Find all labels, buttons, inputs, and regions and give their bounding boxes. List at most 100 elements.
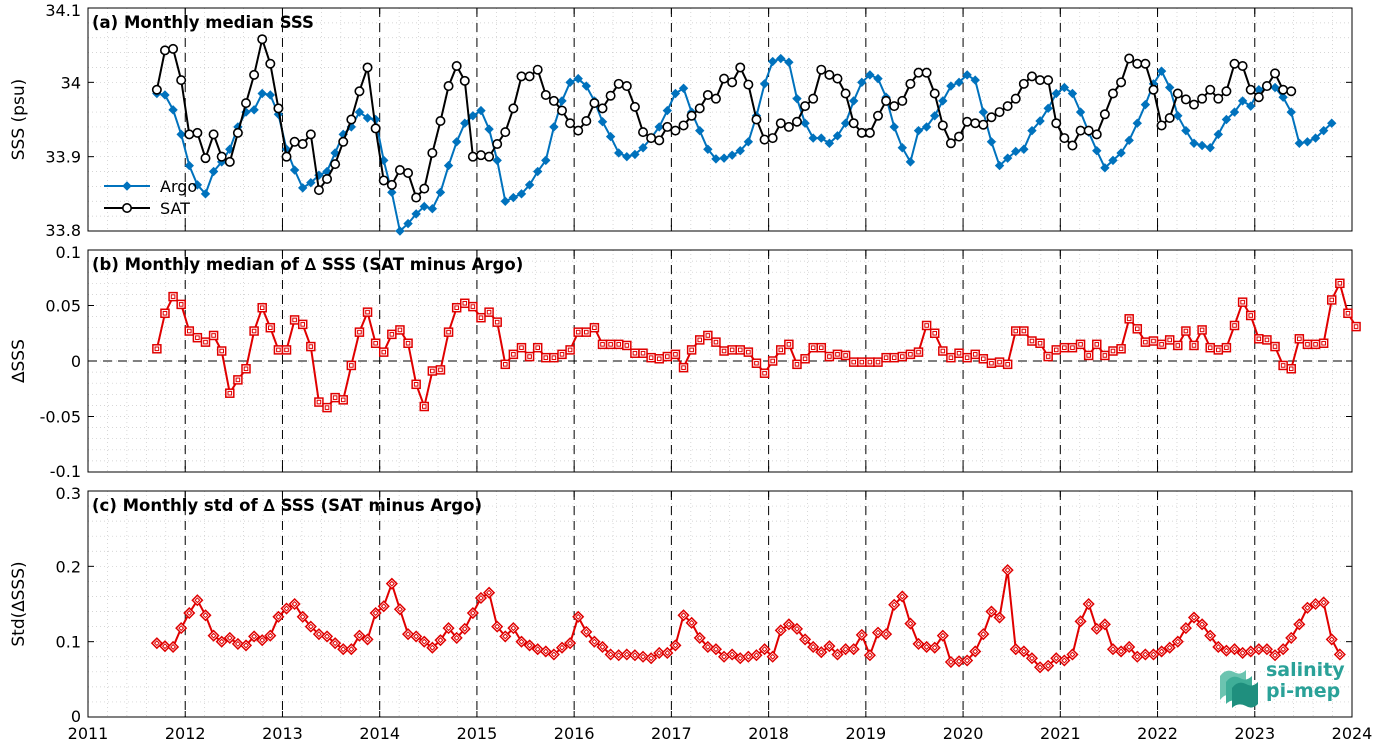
data-point <box>427 366 438 376</box>
data-point <box>370 338 381 348</box>
data-point <box>191 594 204 607</box>
data-point <box>994 160 1005 171</box>
data-point <box>1124 135 1134 146</box>
data-point <box>224 156 235 167</box>
data-point <box>799 633 812 646</box>
data-point <box>994 107 1005 118</box>
data-point <box>1002 359 1013 370</box>
data-point <box>1213 93 1224 104</box>
data-point <box>1043 75 1054 86</box>
data-point <box>1260 643 1273 656</box>
data-point <box>847 643 860 656</box>
data-point <box>978 354 989 364</box>
data-point <box>443 81 454 92</box>
data-point <box>670 349 681 360</box>
y-tick-label: 33.8 <box>45 221 81 240</box>
data-point <box>281 151 292 162</box>
data-point <box>1221 114 1232 125</box>
data-point <box>816 133 826 143</box>
x-tick-label: 2023 <box>1234 724 1275 743</box>
data-point <box>565 118 576 129</box>
data-point <box>1010 93 1021 104</box>
data-point <box>451 60 462 71</box>
data-point <box>1181 326 1191 336</box>
data-point <box>848 118 859 129</box>
data-point <box>1196 618 1209 631</box>
data-point <box>338 395 348 405</box>
data-point <box>855 628 868 641</box>
data-point <box>743 137 754 147</box>
data-point <box>516 342 527 353</box>
data-point <box>1310 339 1321 350</box>
data-point <box>152 344 162 354</box>
data-point <box>694 103 705 114</box>
data-point <box>460 298 470 309</box>
data-point <box>418 635 431 648</box>
data-point <box>476 312 486 323</box>
data-point <box>1123 640 1136 654</box>
y-tick-label: 0.1 <box>56 243 81 262</box>
data-point <box>678 362 689 373</box>
x-tick-label: 2015 <box>457 724 498 743</box>
data-point <box>476 105 486 116</box>
data-point <box>921 320 932 331</box>
data-point <box>257 302 267 313</box>
data-point <box>776 345 786 355</box>
data-point <box>735 62 746 73</box>
data-point <box>362 113 373 123</box>
data-point <box>435 365 446 375</box>
data-point <box>265 90 276 100</box>
data-point <box>1035 338 1045 348</box>
data-point <box>978 107 989 117</box>
x-tick-label: 2014 <box>359 724 400 743</box>
data-point <box>330 392 340 403</box>
data-point <box>1301 601 1314 614</box>
legend: Argo SAT <box>104 177 197 218</box>
data-point <box>954 131 965 142</box>
data-point <box>176 129 186 140</box>
x-tick-label: 2020 <box>943 724 984 743</box>
y-axis-label: SSS (psu) <box>9 79 29 160</box>
data-point <box>1100 350 1110 361</box>
data-point <box>839 643 852 656</box>
data-point <box>387 187 397 198</box>
data-point <box>1075 125 1086 136</box>
data-point <box>474 591 488 605</box>
data-point <box>377 600 390 613</box>
data-point <box>370 123 381 134</box>
data-point <box>458 622 471 635</box>
data-point <box>468 301 478 312</box>
x-tick-label: 2011 <box>68 724 109 743</box>
data-point <box>500 196 510 206</box>
data-point <box>1140 337 1151 347</box>
data-point <box>970 118 981 129</box>
data-point <box>354 86 365 97</box>
data-point <box>280 602 293 615</box>
data-point <box>986 358 997 368</box>
data-point <box>256 634 269 647</box>
data-point <box>411 209 421 219</box>
data-point <box>467 151 478 162</box>
data-point <box>790 622 804 635</box>
plot-area <box>88 8 1352 231</box>
data-point <box>784 339 794 350</box>
data-point <box>848 96 859 106</box>
data-point <box>597 103 608 114</box>
data-point <box>824 69 835 80</box>
data-point <box>581 327 592 337</box>
data-point <box>1245 84 1256 95</box>
data-point <box>808 133 818 143</box>
data-point <box>1229 107 1240 117</box>
data-point <box>272 610 285 623</box>
data-point <box>403 168 414 179</box>
data-point <box>1075 339 1086 350</box>
data-point <box>484 124 494 134</box>
data-point <box>386 179 397 190</box>
panel-title: (c) Monthly std of ∆ SSS (SAT minus Argo… <box>92 496 482 515</box>
data-point <box>831 648 844 661</box>
data-point <box>573 125 584 136</box>
data-point <box>905 349 916 360</box>
data-point <box>1017 645 1030 658</box>
data-point <box>743 347 754 357</box>
y-tick-label: 0 <box>71 352 81 371</box>
